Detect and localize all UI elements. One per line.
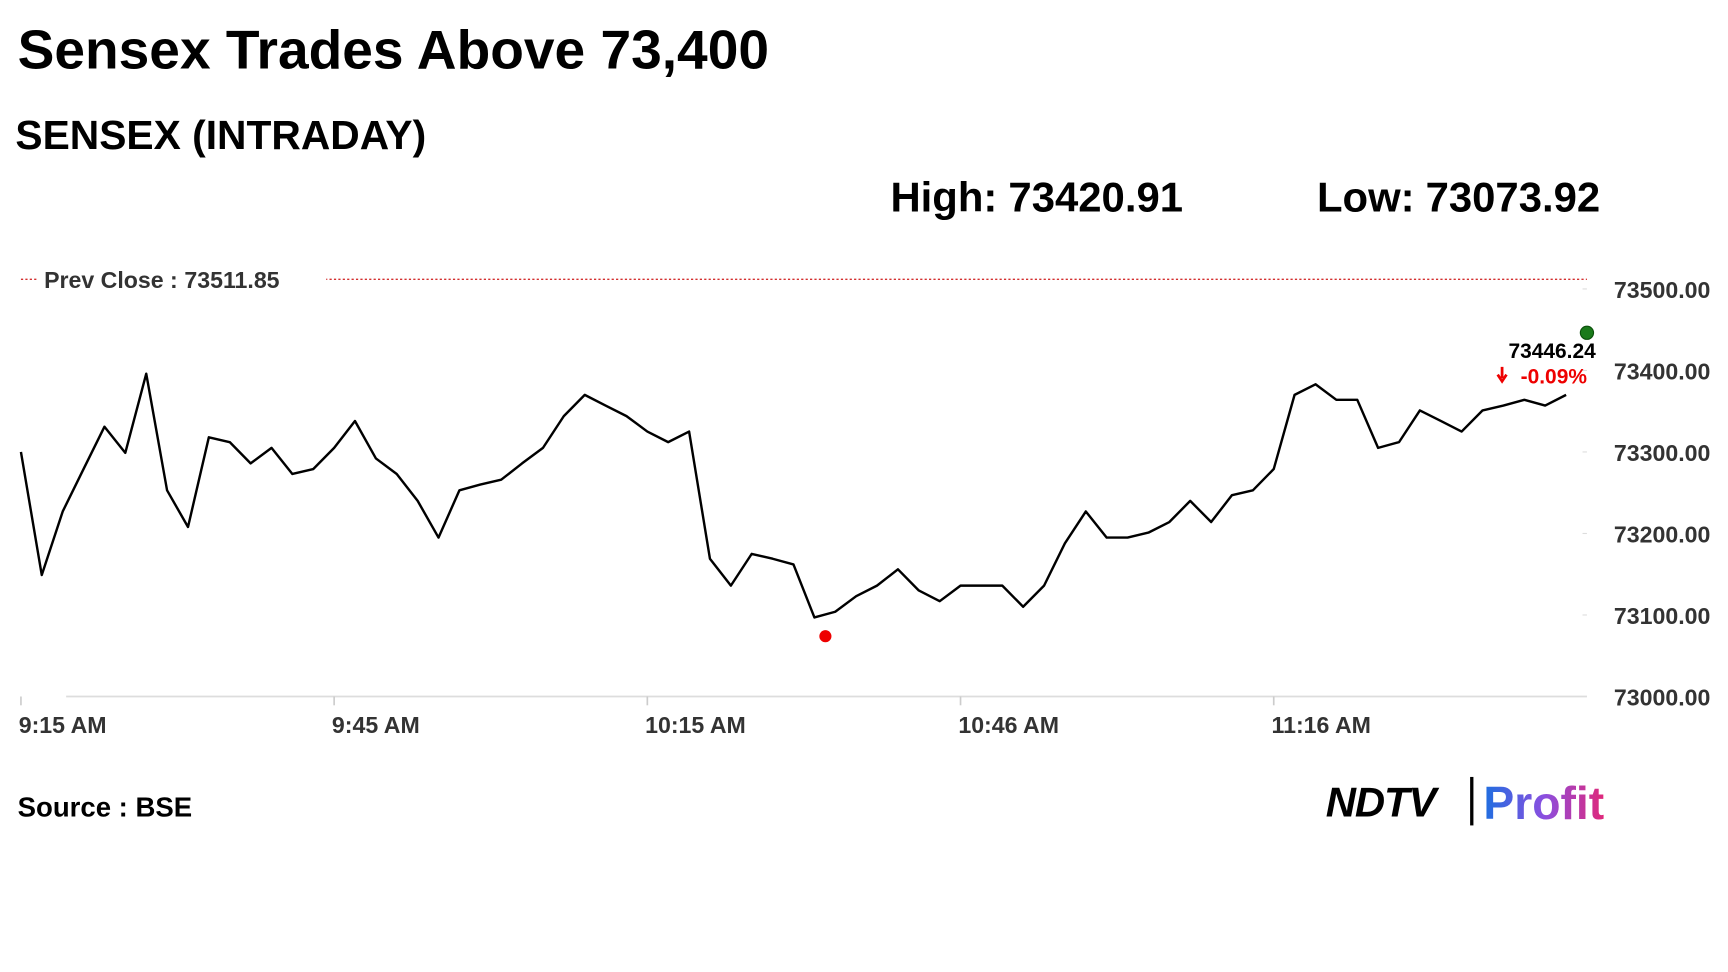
- high-text: High: 73420.91: [890, 174, 1183, 221]
- low-label: Low:: [1317, 174, 1415, 221]
- down-arrow: [1496, 366, 1508, 384]
- prev-close-label: Prev Close :: [44, 267, 178, 293]
- last-marker: [1579, 325, 1595, 340]
- x-tick-label: 10:46 AM: [958, 712, 1059, 738]
- x-tick-label: 11:16 AM: [1272, 712, 1371, 738]
- last-value: 73446.24: [1508, 340, 1596, 363]
- x-tick-label: 9:15 AM: [19, 712, 107, 738]
- chart-subtitle: SENSEX (INTRADAY): [15, 112, 426, 158]
- low-marker: [819, 630, 832, 643]
- source: Source : BSE: [18, 792, 193, 823]
- high-label: High:: [890, 174, 997, 221]
- y-tick-label: 73100.00: [1614, 603, 1710, 629]
- y-tick-label: 73500.00: [1614, 277, 1710, 303]
- logo-divider: [1470, 776, 1474, 826]
- y-tick-label: 73000.00: [1614, 684, 1710, 710]
- y-tick-label: 73400.00: [1614, 358, 1710, 384]
- y-tick-label: 73200.00: [1614, 521, 1710, 547]
- plot-area: 73000.00 73100.00 73200.00 73300.00 73400.00…: [19, 263, 1710, 738]
- low-value: 73073.92: [1426, 174, 1601, 221]
- y-tick-label: 73300.00: [1614, 440, 1710, 466]
- x-tick-label: 9:45 AM: [332, 712, 420, 738]
- prev-close-text: Prev Close :73511.85: [44, 267, 280, 293]
- change-label: -0.09%: [1521, 365, 1588, 388]
- chart-title: Sensex Trades Above 73,400: [18, 18, 769, 80]
- logo-ndtv: NDTV: [1326, 779, 1440, 826]
- x-tick-label: 10:15 AM: [645, 712, 746, 738]
- low-text: Low: 73073.92: [1317, 174, 1600, 221]
- logo-profit: Profit: [1483, 777, 1604, 829]
- prev-close-value: 73511.85: [184, 267, 279, 293]
- prev-close-bg: [37, 263, 327, 295]
- high-value: 73420.91: [1008, 174, 1183, 221]
- price-line: [19, 372, 1567, 619]
